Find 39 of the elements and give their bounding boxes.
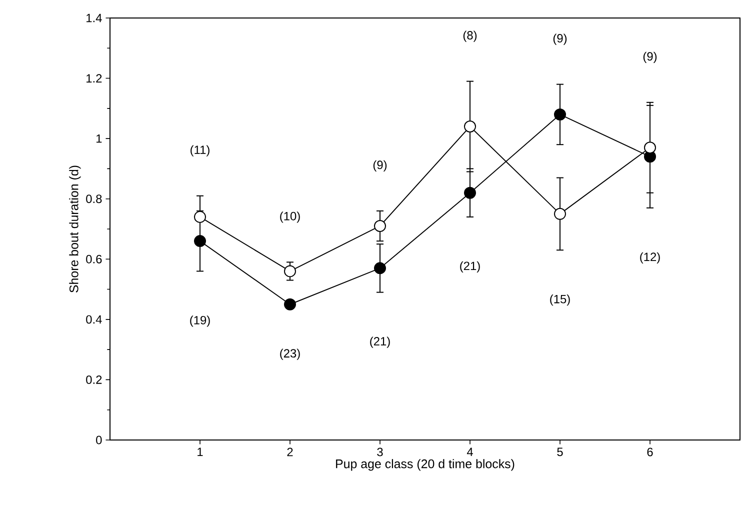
x-tick-label: 1	[198, 448, 203, 456]
point	[554, 108, 566, 120]
annotation: (19)	[190, 316, 210, 327]
point	[374, 220, 386, 232]
annotation: (21)	[370, 336, 390, 348]
point	[284, 265, 296, 278]
y-tick-label: 1	[96, 134, 102, 143]
y-tick-label: 0.8	[86, 194, 102, 204]
annotation: (15)	[550, 294, 570, 306]
y-tick-label: 1.4	[86, 14, 102, 22]
y-tick-label: 0	[96, 436, 102, 444]
annotation: (21)	[460, 261, 480, 273]
y-tick-label: 0.4	[86, 315, 102, 324]
annotation: (11)	[190, 145, 210, 156]
point	[464, 186, 476, 199]
x-axis-title: Pup age class (20 d time blocks)	[336, 459, 514, 471]
annotation: (23)	[280, 348, 300, 360]
x-tick-label: 2	[287, 448, 293, 456]
x-tick-label: 6	[647, 448, 653, 456]
point	[194, 235, 206, 248]
point	[374, 262, 386, 274]
y-tick-label: 1.2	[86, 74, 102, 82]
point	[464, 120, 476, 133]
annotation: (10)	[280, 212, 300, 223]
annotation: (9)	[553, 34, 567, 45]
point	[554, 208, 566, 220]
y-axis-title: Shore bout duration (d)	[69, 166, 81, 292]
x-tick-label: 4	[466, 448, 473, 456]
x-tick-label: 3	[377, 448, 383, 456]
point	[284, 298, 296, 310]
annotation: (9)	[643, 52, 657, 63]
annotation: (9)	[373, 160, 387, 172]
point	[644, 142, 656, 154]
annotation: (12)	[640, 252, 660, 264]
x-tick-label: 5	[557, 448, 563, 456]
y-tick-label: 0.2	[86, 375, 102, 384]
point	[194, 210, 206, 223]
annotation: (8)	[463, 30, 477, 42]
y-tick-label: 0.6	[86, 254, 102, 264]
